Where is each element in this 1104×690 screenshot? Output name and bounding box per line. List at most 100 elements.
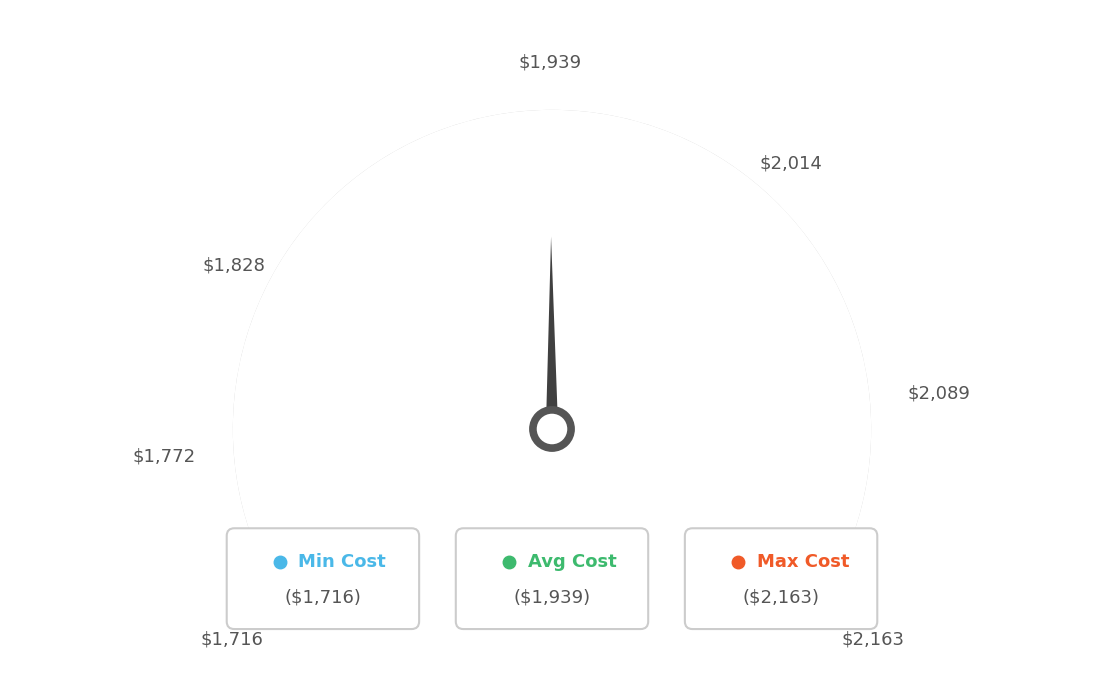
Wedge shape [290, 269, 391, 331]
Wedge shape [299, 535, 396, 602]
Wedge shape [564, 124, 573, 240]
Wedge shape [251, 461, 365, 484]
Wedge shape [715, 274, 817, 334]
Wedge shape [734, 345, 847, 379]
Wedge shape [297, 533, 395, 600]
Wedge shape [646, 164, 705, 266]
Wedge shape [415, 155, 468, 260]
Wedge shape [417, 154, 470, 259]
Wedge shape [253, 366, 367, 392]
Wedge shape [461, 137, 498, 248]
Wedge shape [599, 133, 631, 246]
Wedge shape [584, 128, 605, 243]
Wedge shape [273, 302, 380, 352]
Wedge shape [273, 506, 380, 555]
Wedge shape [375, 178, 444, 275]
Wedge shape [680, 204, 760, 290]
Wedge shape [399, 164, 458, 266]
Wedge shape [317, 233, 407, 308]
Wedge shape [742, 425, 858, 428]
Wedge shape [503, 127, 523, 242]
Wedge shape [291, 528, 391, 591]
Wedge shape [730, 492, 840, 533]
Wedge shape [327, 220, 414, 301]
Wedge shape [455, 139, 493, 250]
Circle shape [529, 406, 575, 452]
Wedge shape [251, 458, 365, 478]
Wedge shape [255, 355, 368, 385]
Wedge shape [295, 262, 393, 327]
Wedge shape [480, 132, 509, 245]
Wedge shape [265, 322, 374, 364]
Wedge shape [371, 181, 442, 277]
Wedge shape [693, 226, 782, 304]
Wedge shape [391, 168, 454, 268]
Wedge shape [592, 130, 618, 244]
Wedge shape [708, 535, 805, 602]
Wedge shape [367, 184, 438, 278]
Wedge shape [544, 124, 549, 239]
Wedge shape [277, 293, 382, 346]
Wedge shape [255, 353, 369, 384]
Wedge shape [730, 325, 840, 366]
Wedge shape [447, 141, 488, 251]
Wedge shape [552, 124, 554, 239]
Wedge shape [665, 183, 735, 277]
Wedge shape [247, 408, 363, 418]
Wedge shape [720, 288, 825, 343]
Wedge shape [289, 525, 390, 586]
Wedge shape [499, 128, 520, 243]
Wedge shape [741, 414, 857, 422]
Wedge shape [246, 123, 858, 609]
Wedge shape [247, 442, 363, 452]
Wedge shape [735, 474, 849, 504]
Wedge shape [616, 141, 657, 251]
Wedge shape [741, 440, 857, 449]
Wedge shape [654, 170, 718, 270]
Wedge shape [257, 477, 370, 510]
Wedge shape [269, 501, 378, 548]
Wedge shape [716, 279, 819, 337]
Wedge shape [709, 258, 807, 324]
Wedge shape [602, 134, 635, 246]
Wedge shape [412, 156, 467, 261]
Wedge shape [741, 446, 856, 460]
Wedge shape [712, 265, 811, 328]
Wedge shape [730, 322, 839, 364]
Wedge shape [427, 149, 476, 256]
Wedge shape [670, 191, 745, 282]
Wedge shape [687, 215, 772, 297]
Wedge shape [301, 538, 397, 607]
Wedge shape [734, 481, 846, 515]
Wedge shape [344, 204, 424, 290]
Wedge shape [595, 132, 624, 245]
Wedge shape [596, 132, 626, 246]
Wedge shape [501, 128, 522, 242]
Wedge shape [641, 160, 699, 263]
Wedge shape [496, 128, 519, 243]
Wedge shape [741, 442, 857, 452]
Wedge shape [736, 358, 850, 387]
Wedge shape [741, 406, 857, 416]
Wedge shape [554, 124, 558, 239]
Wedge shape [246, 425, 362, 428]
Wedge shape [724, 507, 830, 558]
Wedge shape [396, 165, 457, 266]
Wedge shape [262, 333, 372, 371]
Wedge shape [585, 128, 608, 243]
Wedge shape [735, 476, 848, 507]
Wedge shape [293, 265, 392, 328]
Wedge shape [707, 251, 802, 320]
Wedge shape [710, 260, 808, 326]
Wedge shape [603, 135, 637, 247]
Wedge shape [729, 317, 837, 362]
Wedge shape [522, 125, 535, 241]
Wedge shape [259, 337, 371, 374]
Wedge shape [574, 126, 590, 241]
Wedge shape [718, 519, 820, 577]
Wedge shape [624, 146, 670, 255]
Wedge shape [293, 529, 392, 593]
Wedge shape [539, 124, 545, 240]
Wedge shape [659, 177, 726, 273]
Wedge shape [393, 166, 455, 267]
